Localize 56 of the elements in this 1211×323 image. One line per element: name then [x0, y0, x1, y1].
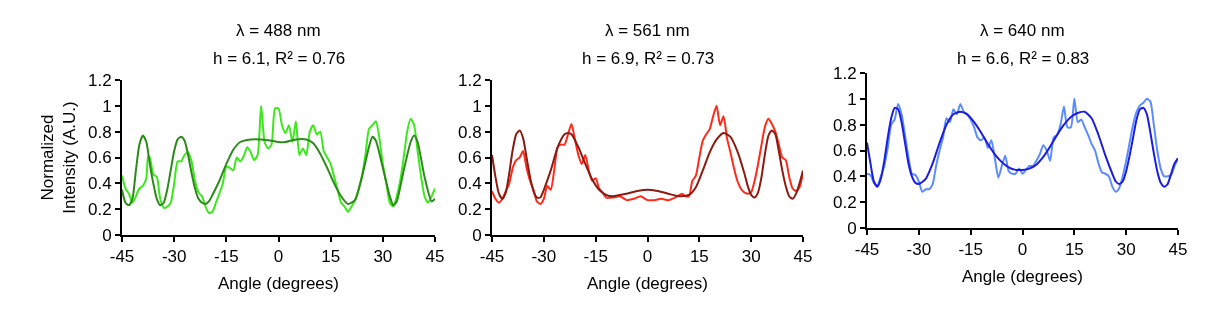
y-tick-label: 0	[102, 225, 112, 245]
x-axis-title: Angle (degrees)	[218, 274, 339, 294]
y-tick-label: 0.2	[832, 193, 857, 213]
x-tick-label: -45	[479, 247, 505, 267]
chart-title: λ = 640 nm	[980, 21, 1065, 40]
x-tick-label: 45	[793, 247, 813, 267]
y-tick-label: 1	[472, 96, 482, 116]
y-tick-label: 0.8	[832, 115, 857, 135]
x-tick-label: 15	[1064, 240, 1084, 260]
y-tick-label: 0	[472, 225, 482, 245]
x-tick-label: 30	[373, 247, 393, 267]
x-tick-label: 15	[321, 247, 341, 267]
chart-subtitle: h = 6.1, R² = 0.76	[213, 49, 346, 68]
line-series	[122, 104, 435, 215]
chart-title: λ = 488 nm	[236, 21, 321, 40]
line-series	[492, 129, 803, 200]
x-tick-label: -15	[958, 240, 983, 260]
y-tick-label: 0.8	[87, 122, 112, 142]
x-tick-label: -30	[531, 247, 557, 267]
y-tick-label: 0.6	[87, 148, 112, 168]
y-tick-label: 0.2	[457, 200, 482, 220]
line-series	[492, 104, 803, 205]
y-tick-label: 0.6	[457, 148, 482, 168]
y-tick-label: 1.2	[832, 63, 857, 83]
y-tick-label: 0	[847, 218, 857, 238]
y-tick-label: 1	[102, 96, 112, 116]
x-tick-label: 45	[1168, 240, 1188, 260]
x-axis-title: Angle (degrees)	[962, 267, 1083, 287]
y-tick-label: 1.2	[87, 70, 112, 90]
x-tick-label: 0	[1017, 240, 1028, 260]
x-tick-label: 0	[273, 247, 284, 267]
y-tick-label: 0.6	[832, 141, 857, 161]
x-tick-label: 30	[1116, 240, 1136, 260]
y-tick-label: 1	[847, 89, 857, 109]
x-tick-label: -30	[906, 240, 932, 260]
y-tick-label: 0.4	[457, 174, 482, 194]
y-tick-label: 0.4	[87, 174, 112, 194]
y-tick-label: 0.2	[87, 200, 112, 220]
x-tick-label: -30	[161, 247, 187, 267]
x-tick-label: -45	[109, 247, 135, 267]
y-axis-title: Normalized Intensity (A.U.)	[37, 101, 80, 214]
x-tick-label: -15	[214, 247, 239, 267]
x-tick-label: 0	[642, 247, 653, 267]
chart-title: λ = 561 nm	[605, 21, 690, 40]
x-tick-label: 30	[741, 247, 761, 267]
x-tick-label: -45	[854, 240, 880, 260]
x-axis-title: Angle (degrees)	[587, 274, 708, 294]
chart-subtitle: h = 6.9, R² = 0.73	[582, 49, 715, 68]
y-tick-label: 0.8	[457, 122, 482, 142]
x-tick-label: 15	[689, 247, 709, 267]
chart-subtitle: h = 6.6, R² = 0.83	[957, 49, 1090, 68]
y-tick-label: 0.4	[832, 167, 857, 187]
y-tick-label: 1.2	[457, 70, 482, 90]
x-tick-label: 45	[425, 247, 445, 267]
x-tick-label: -15	[583, 247, 608, 267]
line-series	[122, 134, 435, 207]
